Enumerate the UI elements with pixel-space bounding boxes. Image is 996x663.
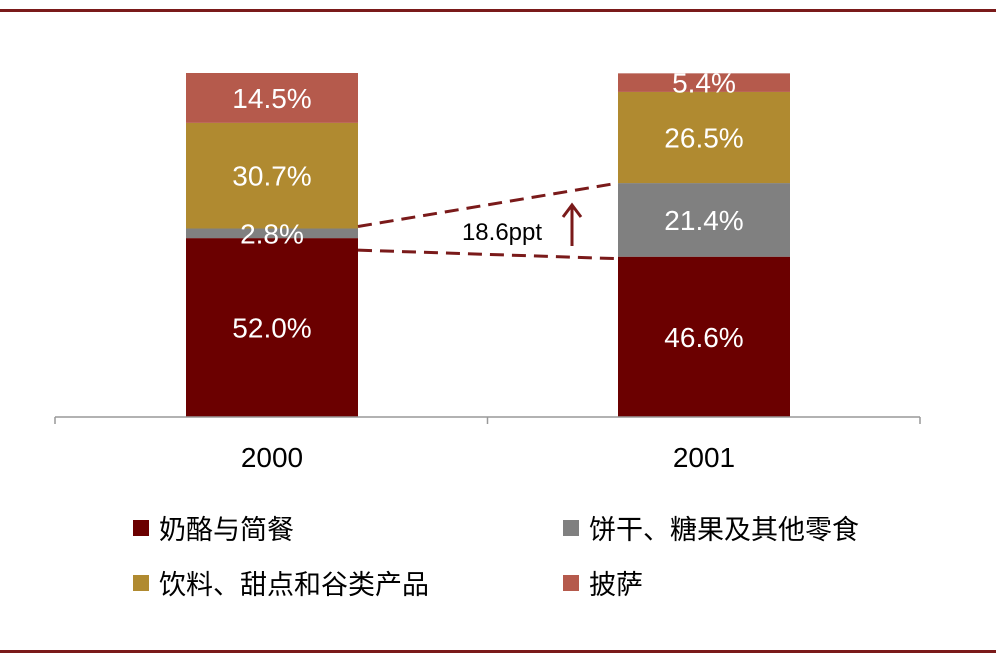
bar-segment [186, 122, 358, 229]
bar-segment [618, 91, 790, 184]
data-label: 21.4% [664, 205, 743, 236]
data-label: 26.5% [664, 123, 743, 154]
data-label: 2.8% [240, 218, 304, 249]
bar-segment [618, 256, 790, 417]
bar-segment [186, 73, 358, 123]
bar-segment [618, 183, 790, 257]
bottom-rule [0, 650, 996, 653]
data-label: 30.7% [232, 161, 311, 192]
bar-segment [186, 238, 358, 417]
annotation-label: 18.6ppt [462, 219, 542, 246]
x-tick-label: 2000 [241, 442, 303, 473]
annotation-dashed-line-lower [357, 248, 619, 261]
bar-segment [186, 228, 358, 239]
x-tick-label: 2001 [673, 442, 735, 473]
top-rule [0, 9, 996, 12]
data-label: 52.0% [232, 313, 311, 344]
bar-segment [618, 73, 790, 92]
data-label: 5.4% [672, 68, 736, 99]
data-label: 14.5% [232, 83, 311, 114]
data-label: 46.6% [664, 322, 743, 353]
annotation-arrowhead-icon [561, 202, 583, 218]
